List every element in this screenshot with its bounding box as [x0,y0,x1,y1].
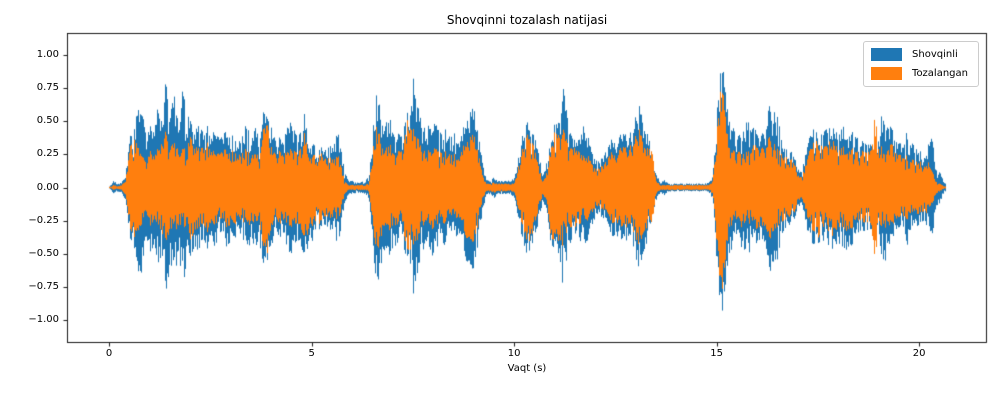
chart-title: Shovqinni tozalash natijasi [446,13,608,27]
y-tick-label: −0.75 [28,280,59,292]
y-tick-label: 0.00 [36,181,59,193]
legend-item-tozalangan: Tozalangan [871,67,968,80]
legend-swatch [871,48,903,61]
y-tick-label: 0.25 [36,148,59,160]
legend-item-shovqinli: Shovqinli [871,48,968,61]
x-tick-label: 0 [105,348,113,359]
legend-label: Shovqinli [912,49,958,60]
y-tick-label: 0.50 [36,115,59,127]
y-tick-label: 0.75 [36,82,59,94]
legend-label: Tozalangan [912,68,968,79]
x-tick-label: 15 [710,348,724,359]
x-tick-label: 10 [507,348,521,359]
legend-swatch [871,67,903,80]
x-tick-label: 20 [912,348,926,359]
y-tick-label: −1.00 [28,313,59,325]
legend: Shovqinli Tozalangan [863,41,979,87]
y-tick-label: −0.25 [28,214,59,226]
y-tick-label: −0.50 [28,247,59,259]
y-tick-label: 1.00 [36,49,59,61]
x-axis-label: Vaqt (s) [507,363,547,374]
x-tick-label: 5 [308,348,315,359]
